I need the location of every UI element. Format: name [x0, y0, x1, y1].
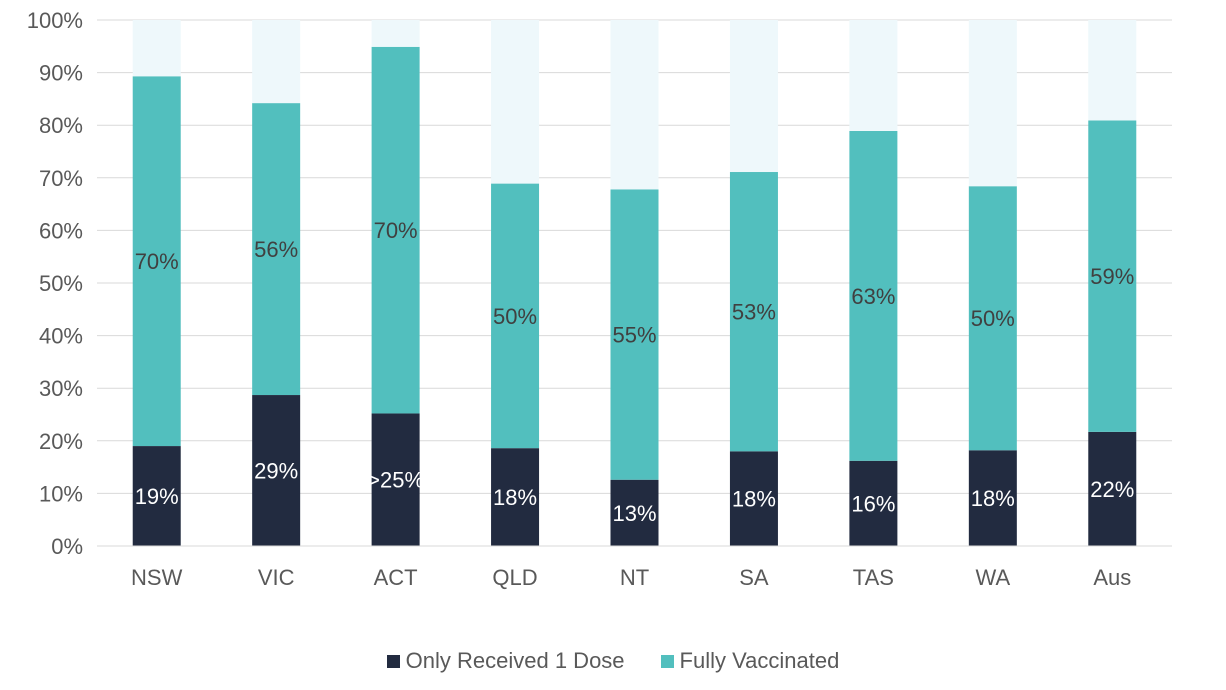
- data-label: 53%: [732, 300, 776, 325]
- bar-segment: [849, 460, 898, 546]
- x-category-label: QLD: [492, 565, 537, 590]
- bar-segment: [371, 413, 420, 546]
- data-label: 19%: [135, 484, 179, 509]
- legend-label-fully-vaccinated: Fully Vaccinated: [679, 648, 840, 673]
- x-category-label: Aus: [1093, 565, 1131, 590]
- x-category-label: NSW: [131, 565, 183, 590]
- bar-segment: [610, 479, 659, 546]
- bar-segment: [252, 20, 301, 104]
- data-label: 70%: [135, 249, 179, 274]
- bar-segment: [371, 46, 420, 414]
- bar-segment: [968, 450, 1017, 546]
- y-tick-label: 0%: [51, 534, 83, 559]
- y-tick-label: 20%: [39, 429, 83, 454]
- bar-segment: [252, 103, 301, 396]
- bar-segment: [610, 20, 659, 190]
- y-tick-label: 90%: [39, 61, 83, 86]
- bar-segment: [491, 20, 540, 184]
- bar-segment: [132, 76, 181, 447]
- data-label: 18%: [971, 486, 1015, 511]
- x-category-label: ACT: [374, 565, 418, 590]
- y-tick-label: 70%: [39, 166, 83, 191]
- bar-segment: [1088, 120, 1137, 432]
- data-label: 22%: [1090, 477, 1134, 502]
- y-tick-label: 80%: [39, 113, 83, 138]
- bar-segment: [491, 448, 540, 546]
- x-category-label: SA: [739, 565, 769, 590]
- data-label: 29%: [254, 459, 298, 484]
- bar-segment: [491, 183, 540, 449]
- bar-segment: [729, 451, 778, 546]
- bar-segment: [132, 446, 181, 546]
- bar-segment: [849, 20, 898, 131]
- y-tick-label: 100%: [27, 8, 83, 33]
- legend-swatch-fully-vaccinated: [660, 654, 674, 668]
- y-tick-label: 10%: [39, 481, 83, 506]
- data-label: 13%: [612, 501, 656, 526]
- stacked-bar-chart: 0% 10% 20% 30% 40% 50% 60% 70% 80% 90% 100% 19% 70%…: [27, 8, 1172, 590]
- y-tick-label: 60%: [39, 218, 83, 243]
- data-label: 50%: [971, 306, 1015, 331]
- data-label: 18%: [732, 487, 776, 512]
- bar-segment: [1088, 431, 1137, 546]
- legend-swatch-one-dose: [386, 654, 400, 668]
- x-category-label: WA: [976, 565, 1011, 590]
- y-tick-label: 40%: [39, 324, 83, 349]
- bar-segment: [252, 395, 301, 546]
- data-label: 63%: [851, 284, 895, 309]
- x-category-label: NT: [620, 565, 649, 590]
- y-tick-label: 30%: [39, 376, 83, 401]
- legend-item-fully-vaccinated: Fully Vaccinated: [660, 648, 840, 674]
- bars: 19% 70% 29% 56% >25% 70% 18% 50% 13% 55% 18% 53% 16%…: [132, 20, 1137, 546]
- legend-item-one-dose: Only Received 1 Dose: [386, 648, 625, 674]
- data-label: 59%: [1090, 264, 1134, 289]
- bar-segment: [968, 186, 1017, 451]
- y-axis: 0% 10% 20% 30% 40% 50% 60% 70% 80% 90% 100%: [27, 8, 83, 559]
- bar-segment: [968, 20, 1017, 187]
- data-label: 70%: [374, 218, 418, 243]
- data-label: 56%: [254, 237, 298, 262]
- data-label: 50%: [493, 304, 537, 329]
- legend: Only Received 1 Dose Fully Vaccinated: [0, 648, 1226, 674]
- bar-segment: [371, 20, 420, 47]
- x-category-label: TAS: [853, 565, 894, 590]
- legend-label-one-dose: Only Received 1 Dose: [405, 648, 625, 673]
- bar-segment: [132, 20, 181, 77]
- data-label: >25%: [367, 468, 424, 493]
- y-tick-label: 50%: [39, 271, 83, 296]
- bar-segment: [610, 189, 659, 480]
- bar-segment: [729, 172, 778, 452]
- bar-segment: [729, 20, 778, 173]
- x-category-label: VIC: [258, 565, 295, 590]
- data-label: 18%: [493, 485, 537, 510]
- bar-segment: [1088, 20, 1137, 121]
- bar-segment: [849, 130, 898, 461]
- x-axis: NSW VIC ACT QLD NT SA TAS WA Aus: [97, 545, 1172, 590]
- data-label: 55%: [612, 323, 656, 348]
- data-label: 16%: [851, 491, 895, 516]
